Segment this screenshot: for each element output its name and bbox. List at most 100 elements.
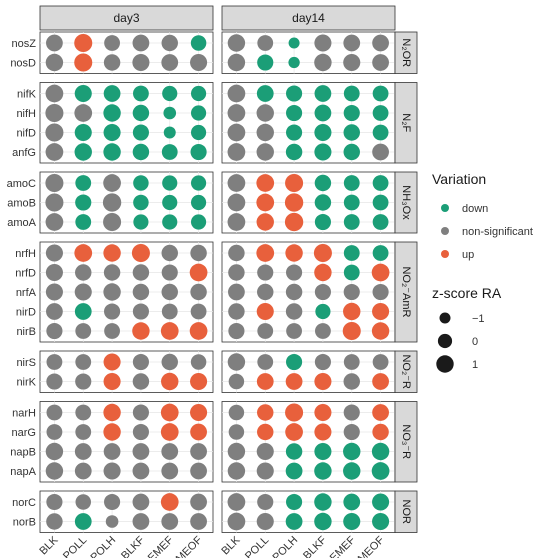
- point-day3-nirB-POLH: [104, 323, 120, 339]
- gene-label-amoC: amoC: [7, 178, 36, 190]
- point-day14-nirD-BLKF: [315, 303, 331, 320]
- point-day3-nifH-POLH: [103, 104, 121, 122]
- point-day3-nirD-BLK: [46, 303, 63, 320]
- point-day3-nrfA-EMEF: [161, 283, 178, 301]
- point-day14-nifH-EMEOF: [372, 105, 389, 121]
- gene-label-nosD: nosD: [10, 58, 36, 70]
- point-day14-amoB-POLL: [256, 193, 275, 212]
- point-day14-amoC-POLL: [256, 174, 275, 192]
- point-day3-nrfD-POLL: [75, 264, 92, 281]
- point-day14-napB-POLH: [285, 443, 303, 460]
- x-tick-day14-EMEF: EMEF: [328, 534, 358, 558]
- gene-label-anfG: anfG: [12, 147, 36, 159]
- gene-label-nifH: nifH: [16, 108, 36, 120]
- point-day3-nirS-POLL: [75, 354, 92, 370]
- point-day3-napA-BLK: [45, 462, 64, 480]
- x-tick-day3-BLKF: BLKF: [119, 534, 147, 558]
- point-day3-anfG-EMEOF: [190, 143, 207, 161]
- point-day14-nrfA-BLKF: [314, 283, 331, 301]
- point-day3-nrfD-BLKF: [132, 264, 150, 281]
- point-day3-nirD-POLH: [104, 303, 121, 320]
- point-day3-amoC-EMEOF: [191, 175, 207, 191]
- point-day14-nrfD-POLH: [286, 264, 303, 281]
- point-day3-nrfA-BLKF: [132, 283, 150, 301]
- point-day3-nirD-EMEOF: [190, 303, 207, 320]
- point-day14-nirS-BLK: [227, 353, 246, 371]
- point-day14-nifD-BLKF: [314, 123, 332, 142]
- point-day14-norC-POLH: [286, 493, 303, 511]
- point-day3-nrfH-BLKF: [131, 243, 150, 263]
- point-day14-amoA-BLK: [227, 213, 246, 231]
- point-day3-nrfH-EMEF: [161, 244, 178, 262]
- group-strip-2: [394, 82, 418, 164]
- point-day14-nirK-POLL: [256, 373, 274, 390]
- legend-label-non-significant: non-significant: [462, 226, 533, 238]
- point-day14-narH-BLKF: [314, 403, 332, 422]
- point-day3-norB-BLKF: [132, 513, 150, 530]
- point-day14-nosZ-EMEOF: [372, 34, 389, 52]
- point-day3-anfG-POLH: [103, 143, 121, 161]
- point-day14-nifD-EMEF: [343, 124, 360, 141]
- point-day3-amoC-POLL: [75, 175, 92, 191]
- group-strip-6: [394, 401, 418, 483]
- panel-box-day14-group-1: [221, 31, 396, 74]
- point-day3-nrfH-EMEOF: [190, 244, 207, 262]
- point-day14-nosD-POLH: [288, 56, 300, 69]
- point-day3-nirK-POLH: [103, 372, 121, 391]
- point-day14-nifK-BLKF: [314, 85, 332, 102]
- group-label-1: N₂OR: [400, 38, 412, 67]
- point-day14-nifH-BLKF: [314, 104, 332, 122]
- point-day3-nrfH-POLL: [74, 244, 93, 262]
- point-day14-napA-POLL: [256, 462, 274, 480]
- point-day3-nirK-BLKF: [132, 373, 150, 390]
- point-day14-norB-EMEOF: [372, 512, 390, 531]
- gene-label-norB: norB: [13, 517, 36, 529]
- point-day3-amoC-EMEF: [162, 175, 178, 191]
- point-day3-anfG-POLL: [74, 143, 92, 161]
- point-day3-norB-POLL: [74, 513, 92, 530]
- point-day14-nirD-BLK: [228, 303, 245, 320]
- point-day3-anfG-BLK: [45, 143, 64, 161]
- point-day14-nirS-POLH: [286, 353, 303, 371]
- point-day3-nosZ-POLL: [74, 33, 93, 53]
- point-day3-nrfD-BLK: [45, 263, 63, 282]
- point-day3-amoA-POLL: [75, 214, 92, 230]
- point-day3-amoA-BLKF: [133, 214, 149, 230]
- panel-box-day3-group-5: [39, 350, 214, 393]
- point-day3-nifK-POLH: [103, 85, 121, 102]
- point-day14-nirK-EMEOF: [372, 373, 389, 390]
- point-day3-nirK-EMEF: [161, 372, 179, 391]
- point-day14-narH-BLK: [228, 404, 245, 421]
- x-tick-day3-EMEOF: EMEOF: [169, 534, 205, 558]
- point-day3-nifK-EMEF: [162, 85, 178, 102]
- legend-size-label-2: 0: [472, 336, 478, 348]
- group-strip-3: [394, 171, 418, 234]
- point-day14-nrfA-EMEF: [343, 283, 360, 301]
- point-day3-nifH-EMEF: [163, 106, 177, 120]
- gene-label-nirK: nirK: [16, 377, 36, 389]
- x-tick-day14-BLK: BLK: [219, 534, 243, 558]
- point-day14-nifH-POLL: [256, 104, 274, 122]
- legend-variation-title: Variation: [432, 171, 486, 187]
- x-tick-day14-EMEOF: EMEOF: [351, 534, 387, 558]
- point-day3-amoB-EMEOF: [191, 194, 207, 211]
- x-tick-day3-POLL: POLL: [61, 534, 89, 558]
- panel-strip-day3: [39, 5, 214, 31]
- point-day14-amoB-POLH: [284, 193, 304, 212]
- point-day3-napA-POLL: [74, 462, 92, 480]
- point-day14-napB-POLL: [256, 442, 274, 461]
- point-day14-narH-EMEF: [343, 404, 360, 421]
- point-day14-nirS-BLKF: [314, 353, 331, 371]
- point-day14-anfG-POLH: [285, 143, 303, 161]
- point-day3-nifD-POLL: [74, 123, 92, 142]
- group-strip-1: [394, 31, 418, 74]
- point-day3-norC-POLL: [75, 494, 91, 510]
- panel-strip-day14: [221, 5, 396, 31]
- point-day3-nirS-EMEF: [161, 353, 178, 371]
- point-day14-nirK-BLK: [228, 373, 245, 390]
- point-day14-nifD-POLH: [286, 124, 303, 141]
- point-day14-narG-BLK: [228, 424, 245, 440]
- point-day14-nosZ-POLH: [288, 37, 300, 49]
- point-day3-nrfA-POLH: [103, 283, 121, 301]
- point-day14-amoC-POLH: [285, 173, 304, 193]
